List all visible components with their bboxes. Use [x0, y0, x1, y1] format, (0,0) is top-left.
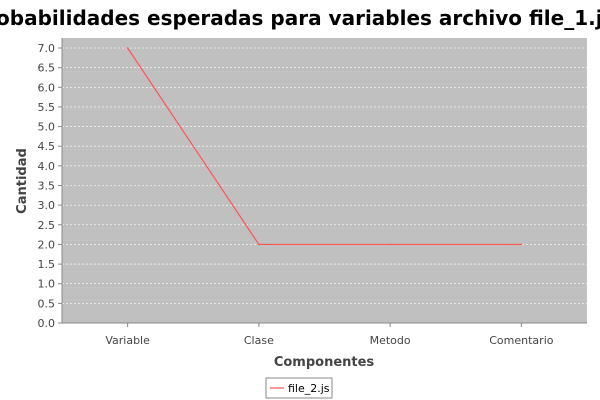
y-tick-label: 2.0 [38, 238, 56, 251]
legend-box [265, 377, 333, 399]
y-tick-label: 4.5 [38, 140, 56, 153]
x-tick-label: Variable [105, 334, 150, 347]
grid-lines [62, 47, 587, 324]
legend: file_2.js [265, 377, 333, 399]
y-axis: 0.0 0.5 1.0 1.5 2.0 2.5 3.0 3.5 4.0 4.5 5.0 5.5 6.0 6… [38, 38, 63, 330]
data-point [126, 47, 129, 49]
y-tick-label: 1.5 [38, 258, 56, 271]
chart-title: "Probabilidades esperadas para variables… [0, 6, 600, 30]
data-point [258, 243, 260, 246]
y-tick-label: 6.5 [38, 62, 56, 75]
x-tick-label: Metodo [370, 334, 411, 347]
legend-label: file_2.js [288, 382, 330, 395]
y-tick-label: 4.0 [38, 160, 56, 173]
y-axis-label: Cantidad [15, 148, 30, 214]
y-tick-label: 5.5 [38, 101, 56, 114]
series-line [127, 47, 522, 246]
x-axis-label: Componentes [274, 355, 375, 370]
x-tick-label: Comentario [489, 334, 553, 347]
y-tick-label: 2.5 [38, 219, 56, 232]
y-tick-label: 6.0 [38, 81, 56, 94]
y-tick-label: 3.5 [38, 180, 56, 193]
y-tick-label: 0.0 [38, 317, 56, 330]
series-layer [126, 47, 523, 246]
data-point [520, 243, 523, 246]
x-axis: Variable Clase Metodo Comentario [62, 322, 587, 347]
x-tick-label: Clase [244, 334, 274, 347]
y-tick-label: 0.5 [38, 297, 56, 310]
data-point [389, 243, 391, 246]
y-tick-label: 5.0 [38, 121, 56, 134]
y-tick-label: 3.0 [38, 199, 56, 212]
y-tick-label: 7.0 [38, 42, 56, 55]
plot-area [62, 38, 587, 323]
y-tick-label: 1.0 [38, 278, 56, 291]
